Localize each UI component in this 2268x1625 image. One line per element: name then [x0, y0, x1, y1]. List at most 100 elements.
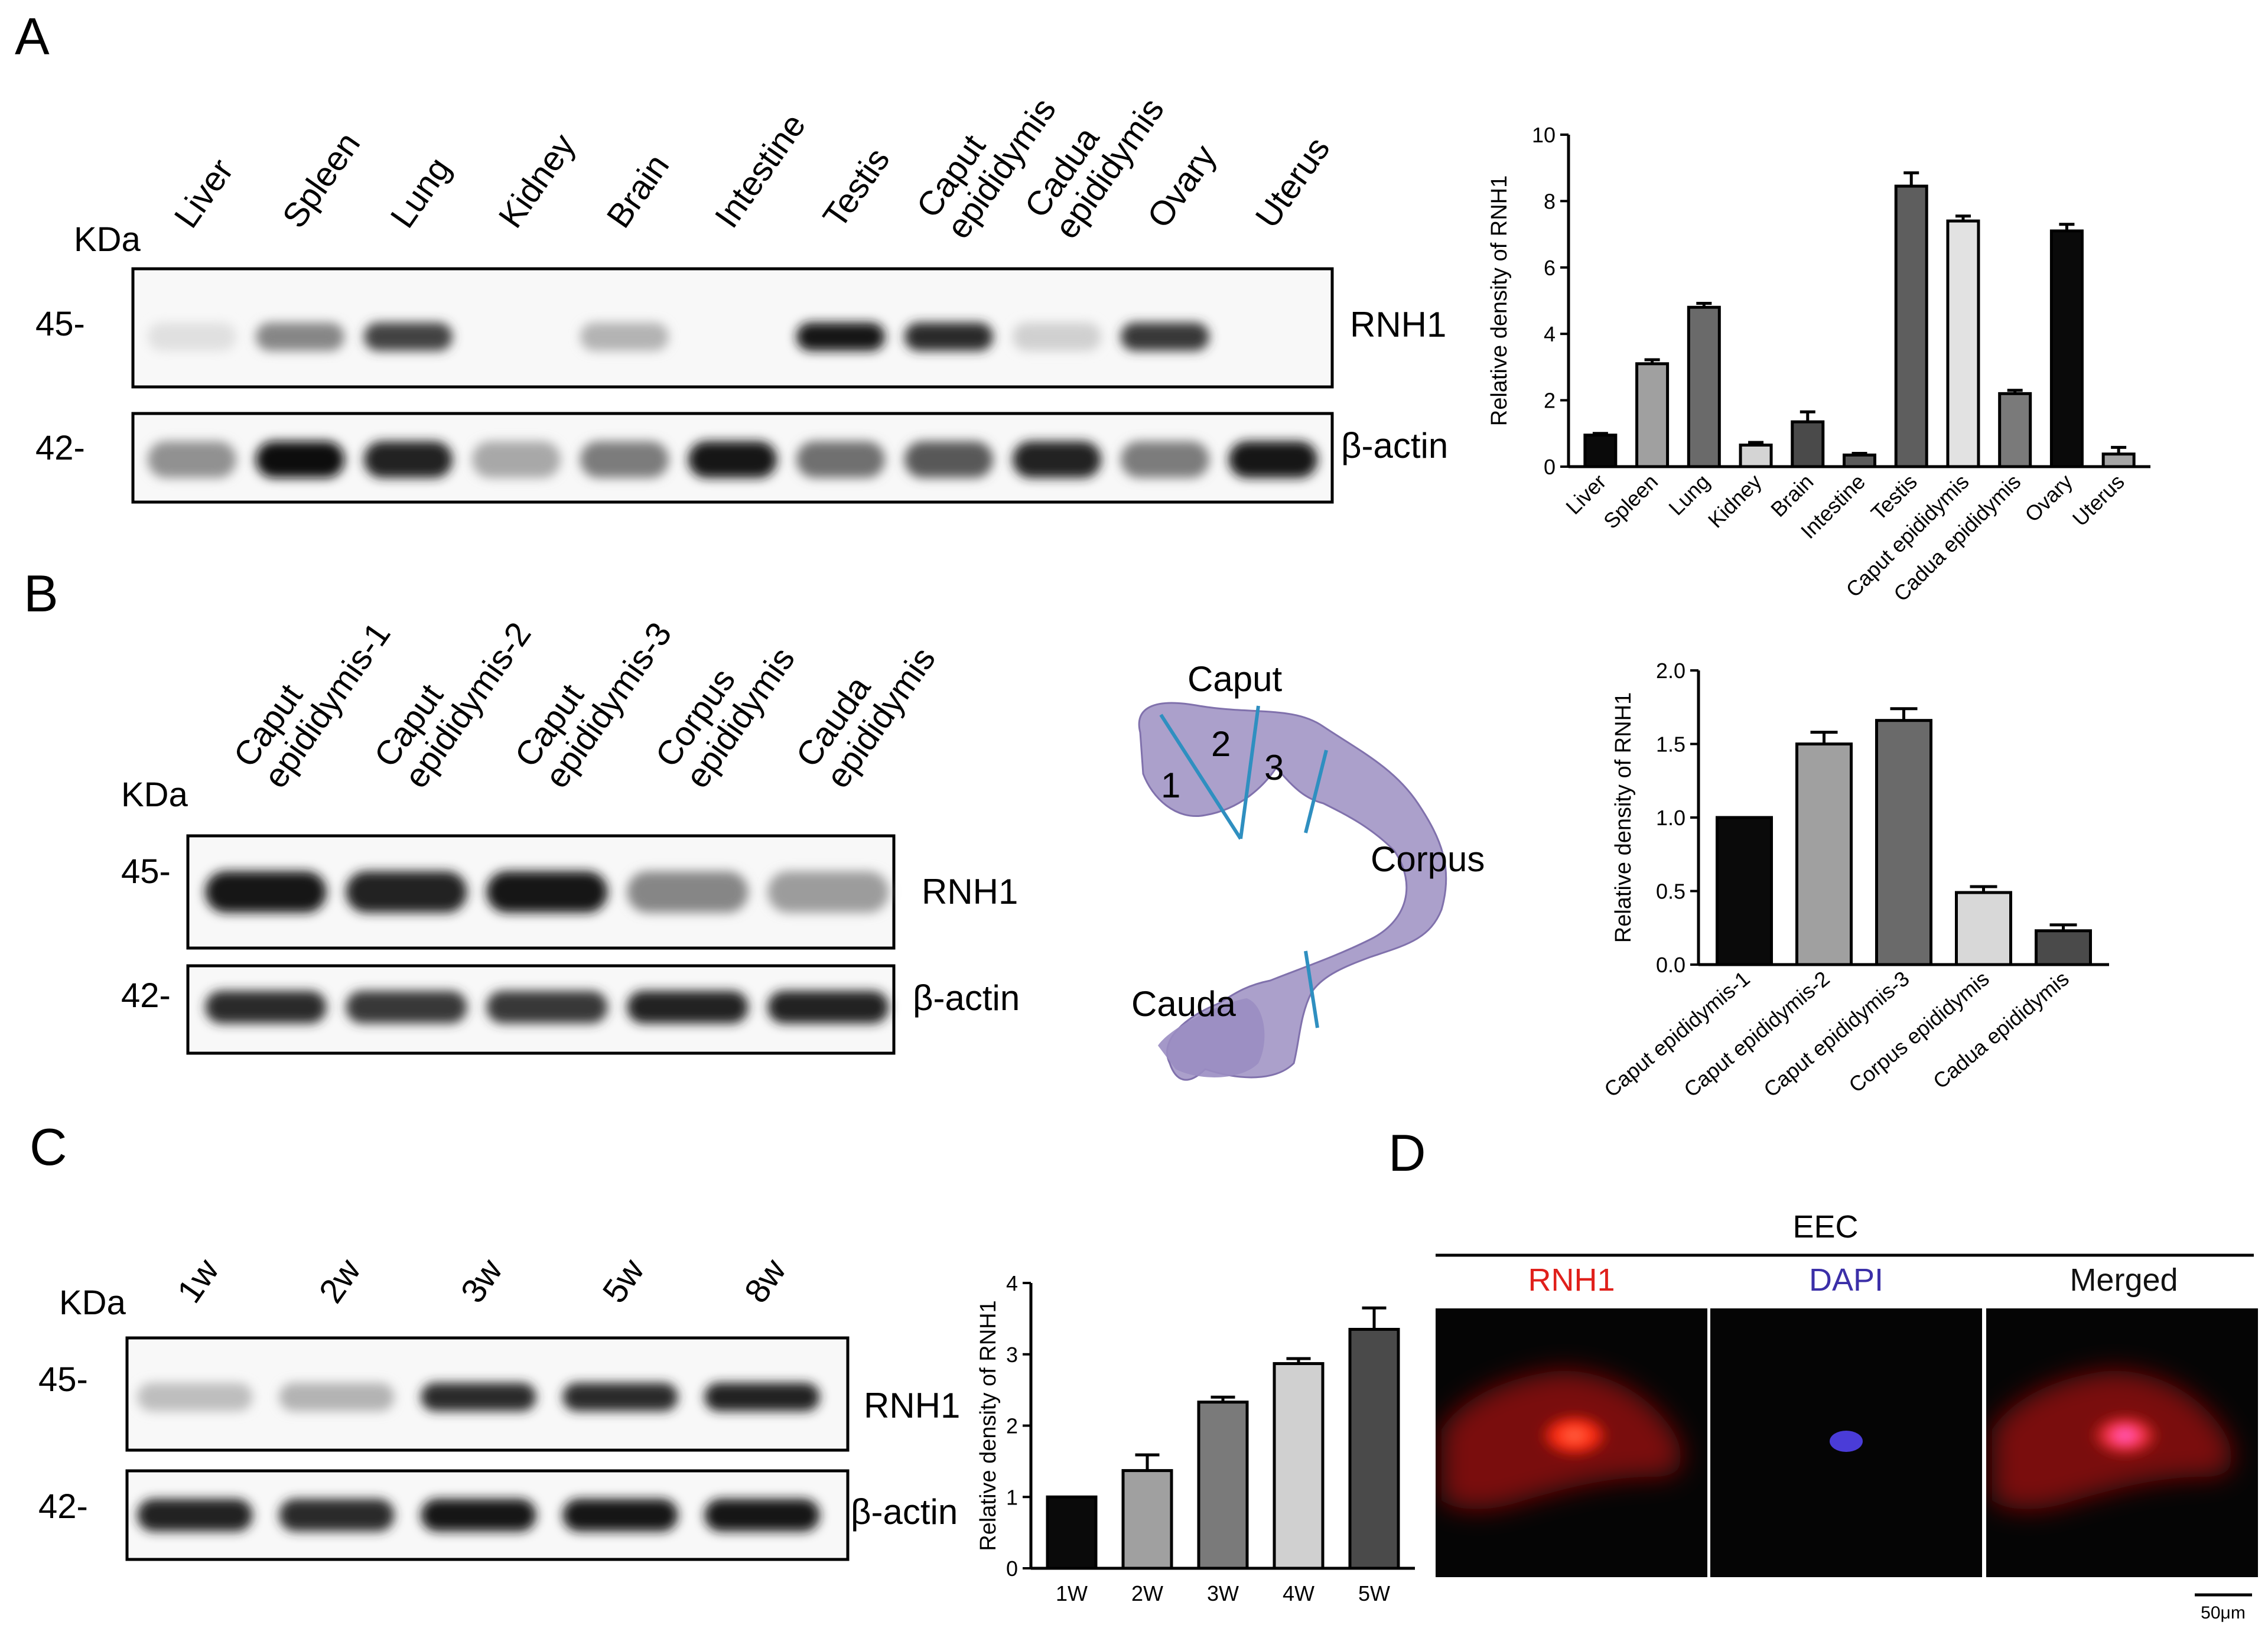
marker-42-c: 42- — [38, 1487, 88, 1526]
blot-band — [279, 1383, 395, 1411]
x-tick-label: Ovary — [2020, 470, 2077, 527]
y-tick-label: 8 — [1544, 189, 1556, 213]
lane-label: 2w — [311, 1252, 368, 1310]
bar-chart-epididymis: 0.0 0.5 1.0 1.5 2.0 Relative density of RNH1 C… — [1599, 659, 2109, 1102]
y-tick-label: 2 — [1544, 389, 1556, 413]
blot-band — [256, 323, 344, 351]
blot-band — [627, 871, 749, 913]
blot-band — [1229, 441, 1317, 478]
blot-band — [1121, 323, 1209, 351]
blot-band — [346, 991, 467, 1024]
lane-labels-c: 1w 2w 3w 5w 8w — [170, 1252, 793, 1310]
y-tick-label: 3 — [1006, 1343, 1018, 1367]
blot-panel-c: 1w 2w 3w 5w 8w KDa 45- 42- RNH1 β-actin — [38, 1252, 960, 1561]
channel-label-rnh1: RNH1 — [1528, 1262, 1615, 1298]
blot-band — [486, 871, 608, 913]
lane-label: Kidney — [491, 127, 583, 235]
bar — [1955, 891, 2012, 966]
y-tick-label: 0 — [1006, 1556, 1018, 1581]
bar — [1716, 816, 1773, 966]
blot-band — [1121, 441, 1209, 478]
scale-bar-label: 50μm — [2201, 1603, 2246, 1623]
blot-band — [704, 1499, 820, 1532]
y-tick-label: 0.5 — [1656, 880, 1685, 904]
y-axis-label: Relative density of RNH1 — [1487, 175, 1512, 426]
dapi-nucleus — [1830, 1431, 1863, 1452]
histology-segment-2: 2 — [1211, 724, 1231, 764]
panel-label-b: B — [24, 564, 58, 623]
protein-label-actin-b: β-actin — [913, 978, 1020, 1018]
channel-label-dapi: DAPI — [1809, 1262, 1883, 1298]
marker-45-a: 45- — [35, 305, 85, 343]
y-tick-label: 6 — [1544, 256, 1556, 280]
bands-a — [148, 323, 1317, 478]
protein-label-rnh1-c: RNH1 — [864, 1386, 960, 1425]
panel-label-d: D — [1388, 1124, 1426, 1182]
lane-label: Caudaepididymis — [789, 620, 943, 795]
x-tick-label: 4W — [1283, 1581, 1314, 1606]
bar — [1843, 453, 1876, 468]
bar — [1687, 305, 1721, 468]
blot-band — [796, 441, 885, 478]
marker-42-a: 42- — [35, 429, 85, 467]
y-tick-label: 2 — [1006, 1414, 1018, 1438]
blot-band — [256, 441, 344, 478]
lane-label: Spleen — [275, 125, 367, 235]
bar — [1946, 219, 1980, 468]
blot-band — [688, 441, 777, 478]
bar — [1635, 362, 1670, 468]
y-tick-label: 1 — [1006, 1485, 1018, 1509]
panel-label-c: C — [30, 1118, 67, 1176]
x-tick-label: 5W — [1358, 1581, 1390, 1606]
blot-band — [904, 323, 993, 351]
blot-band — [1013, 323, 1101, 351]
blot-band — [364, 323, 453, 351]
lane-label: Uterus — [1248, 130, 1337, 235]
blot-band — [562, 1499, 678, 1532]
x-tick-label: Caput epididymis-3 — [1759, 966, 1914, 1102]
bar — [1273, 1362, 1325, 1570]
histology-segment-1: 1 — [1161, 766, 1180, 805]
blot-band — [580, 441, 669, 478]
if-panel-d: EEC RNH1 DAPI Merged 50μm — [1436, 1209, 2258, 1623]
y-tick-label: 1.0 — [1656, 806, 1685, 830]
marker-45-b: 45- — [121, 852, 171, 891]
lane-label: Brain — [599, 147, 676, 235]
channel-label-merged: Merged — [2069, 1262, 2178, 1298]
protein-label-actin-c: β-actin — [851, 1492, 958, 1532]
blot-band — [148, 441, 236, 478]
histology-label-caput: Caput — [1187, 659, 1282, 699]
x-tick-label: Cadua epididymis — [1928, 966, 2074, 1093]
blot-band — [364, 441, 453, 478]
kda-label-c: KDa — [59, 1284, 126, 1322]
bar — [2035, 929, 2092, 966]
epididymis-histology: Caput Corpus Cauda 1 2 3 — [1131, 659, 1485, 1081]
kda-label-a: KDa — [74, 220, 141, 259]
x-tick-label: Caput epididymis-1 — [1599, 966, 1754, 1102]
lane-label: Liver — [167, 152, 240, 235]
marker-42-b: 42- — [121, 976, 171, 1015]
histology-label-corpus: Corpus — [1371, 839, 1485, 879]
y-tick-label: 1.5 — [1656, 732, 1685, 757]
blot-band — [346, 871, 467, 913]
lane-label: 1w — [170, 1252, 226, 1310]
blot-band — [1013, 441, 1101, 478]
bar — [2049, 229, 2084, 468]
blot-band — [704, 1383, 820, 1411]
protein-label-rnh1-b: RNH1 — [922, 872, 1018, 911]
blot-band — [205, 871, 327, 913]
blot-band — [148, 323, 236, 351]
blot-band — [421, 1499, 536, 1532]
histology-segment-3: 3 — [1264, 748, 1284, 787]
bands-b — [205, 871, 889, 1024]
y-tick-label: 10 — [1532, 123, 1556, 147]
blot-band — [767, 871, 889, 913]
y-tick-label: 0 — [1544, 455, 1556, 479]
bar — [1197, 1401, 1249, 1570]
histology-label-cauda: Cauda — [1131, 984, 1236, 1024]
lane-label: Caputepididymis-1 — [226, 594, 398, 795]
protein-label-rnh1-a: RNH1 — [1350, 305, 1446, 344]
lane-label: Lung — [383, 150, 458, 235]
y-axis-label: Relative density of RNH1 — [1611, 692, 1636, 943]
